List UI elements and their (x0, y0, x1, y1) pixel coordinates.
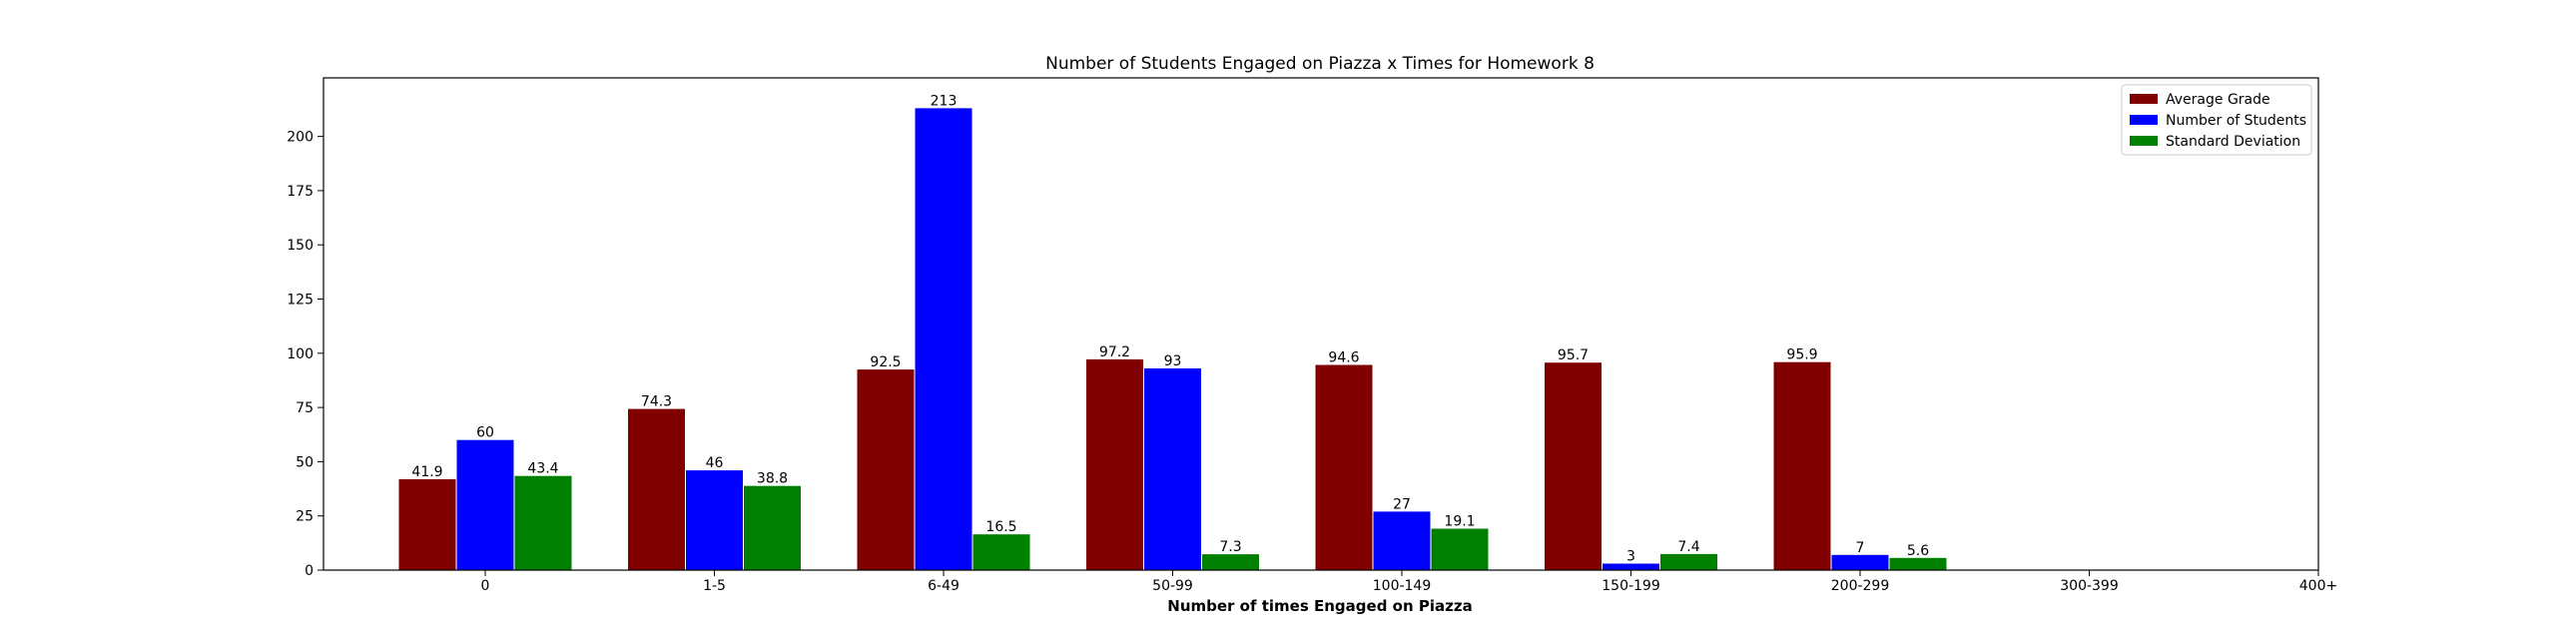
x-tick-label: 6-49 (928, 578, 960, 594)
data-label: 97.2 (1099, 344, 1130, 360)
plot-area: 41.9 74.3 92.5 97.2 94.6 95.7 95.9 60 46 213 93 27 3… (287, 77, 2337, 594)
bar-number-of-students-6-49 (915, 108, 972, 571)
data-label: 43.4 (527, 461, 558, 477)
y-tick-label: 50 (296, 454, 314, 470)
y-tick-label: 200 (287, 130, 314, 146)
data-label: 3 (1626, 549, 1635, 565)
y-tick-label: 75 (296, 400, 314, 416)
y-tick-label: 100 (287, 346, 314, 362)
y-tick-label: 125 (287, 293, 314, 309)
data-label: 41.9 (411, 464, 442, 480)
bar-standard-deviation-50-99 (1202, 554, 1259, 570)
plot-frame (322, 77, 2319, 571)
legend-swatch (2130, 94, 2158, 104)
legend-label: Standard Deviation (2166, 134, 2300, 150)
data-label: 7 (1856, 540, 1865, 556)
bar-standard-deviation-100-149 (1431, 528, 1489, 570)
bar-average-grade-6-49 (857, 369, 915, 570)
data-label: 213 (931, 93, 958, 109)
y-tick-label: 25 (296, 509, 314, 525)
data-label: 38.8 (757, 471, 788, 487)
data-label: 7.3 (1219, 539, 1241, 555)
x-axis-label: Number of times Engaged on Piazza (1167, 597, 1472, 615)
bar-average-grade-200-299 (1773, 361, 1831, 570)
chart-title: Number of Students Engaged on Piazza x T… (1045, 54, 1595, 74)
bar-standard-deviation-6-49 (972, 534, 1030, 570)
bar-number-of-students-1-5 (686, 470, 743, 570)
bar-average-grade-0 (398, 479, 456, 570)
legend-label: Number of Students (2166, 113, 2306, 129)
bar-average-grade-100-149 (1315, 364, 1373, 570)
x-tick-label: 100-149 (1373, 578, 1432, 594)
bar-average-grade-150-199 (1545, 362, 1602, 570)
data-label: 93 (1164, 353, 1182, 369)
x-tick-label: 300-399 (2060, 578, 2119, 594)
bar-standard-deviation-200-299 (1889, 557, 1947, 570)
data-label: 74.3 (641, 394, 672, 410)
data-label: 46 (706, 455, 724, 471)
x-tick-label: 50-99 (1152, 578, 1193, 594)
x-tick-label: 1-5 (703, 578, 726, 594)
x-tick-label: 400+ (2299, 578, 2337, 594)
bar-average-grade-1-5 (628, 408, 685, 570)
data-label: 27 (1393, 496, 1411, 512)
legend-swatch (2130, 136, 2158, 146)
legend-swatch (2130, 115, 2158, 125)
x-tick-label: 0 (481, 578, 490, 594)
data-label: 95.7 (1558, 347, 1589, 363)
y-tick-label: 175 (287, 184, 314, 200)
bar-standard-deviation-1-5 (744, 485, 801, 570)
data-label: 7.4 (1677, 539, 1699, 555)
data-label: 16.5 (985, 519, 1016, 535)
bar-number-of-students-200-299 (1831, 554, 1889, 570)
bar-number-of-students-150-199 (1603, 563, 1659, 570)
bar-standard-deviation-0 (514, 475, 572, 570)
x-tick-label: 150-199 (1602, 578, 1660, 594)
data-label: 95.9 (1786, 347, 1817, 363)
data-label: 5.6 (1907, 543, 1929, 559)
bar-number-of-students-50-99 (1144, 368, 1201, 570)
x-tick-label: 200-299 (1831, 578, 1890, 594)
legend-label: Average Grade (2166, 92, 2270, 108)
y-tick-label: 150 (287, 238, 314, 254)
data-label: 60 (476, 425, 494, 441)
data-label: 94.6 (1328, 350, 1359, 366)
bar-average-grade-50-99 (1086, 358, 1143, 570)
bar-number-of-students-100-149 (1373, 511, 1431, 570)
bar-number-of-students-0 (456, 439, 514, 570)
legend: Average Grade Number of Students Standard … (2121, 84, 2312, 156)
data-label: 19.1 (1444, 514, 1475, 530)
y-tick-label: 0 (305, 563, 314, 579)
bar-standard-deviation-150-199 (1660, 553, 1717, 570)
data-label: 92.5 (870, 354, 901, 370)
